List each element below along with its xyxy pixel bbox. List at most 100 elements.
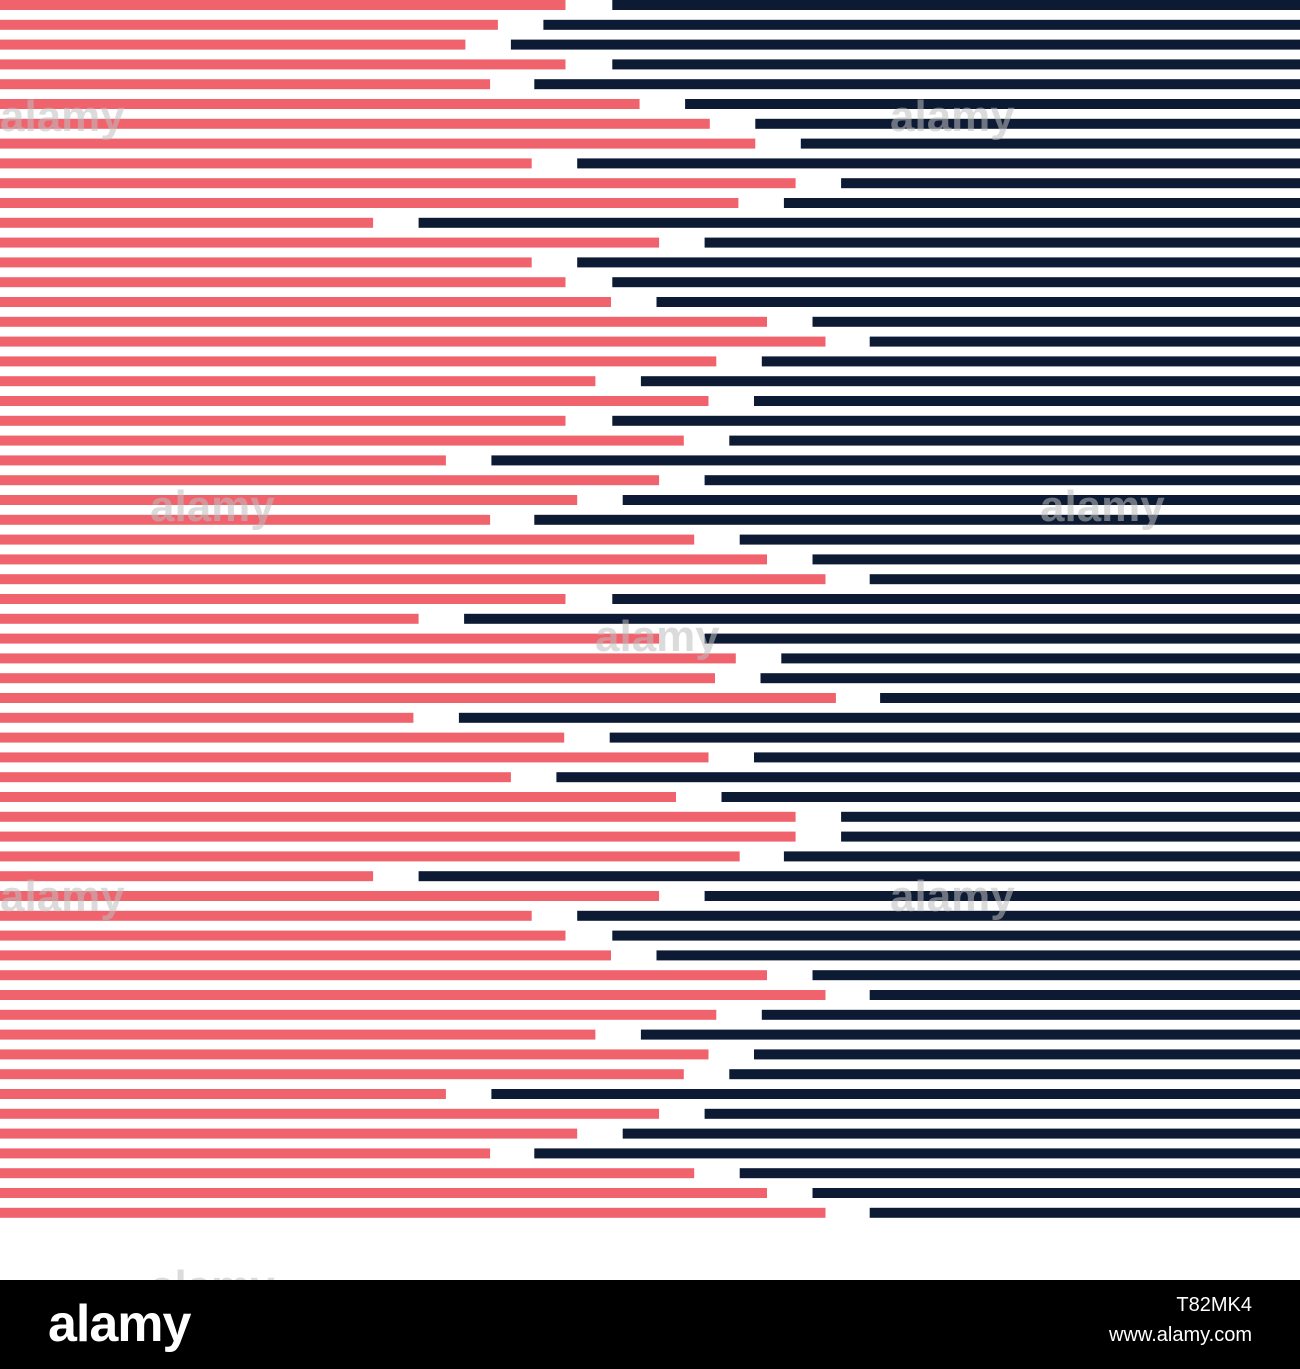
navy-stripe: [577, 257, 1300, 268]
coral-stripe: [0, 79, 491, 90]
coral-stripe: [0, 158, 532, 169]
coral-stripe: [0, 732, 565, 743]
coral-stripe: [0, 415, 566, 426]
coral-stripe: [0, 653, 736, 664]
coral-stripe: [0, 495, 578, 505]
coral-stripe: [0, 396, 709, 406]
navy-stripe: [612, 277, 1300, 288]
coral-stripe: [0, 198, 739, 208]
coral-stripe: [0, 950, 611, 961]
coral-stripe: [0, 237, 660, 248]
navy-stripe: [612, 594, 1300, 604]
navy-stripe: [534, 79, 1300, 90]
navy-stripe: [577, 910, 1300, 921]
coral-stripe: [0, 59, 566, 70]
navy-stripe: [783, 851, 1300, 862]
coral-stripe: [0, 811, 796, 822]
navy-stripe: [783, 198, 1300, 208]
coral-stripe: [0, 871, 374, 882]
coral-stripe: [0, 712, 414, 723]
navy-stripe: [458, 712, 1300, 723]
coral-stripe: [0, 673, 715, 684]
navy-stripe: [812, 554, 1300, 565]
navy-stripe: [754, 1049, 1300, 1060]
navy-stripe: [739, 534, 1300, 545]
navy-stripe: [534, 1148, 1300, 1159]
coral-stripe: [0, 554, 767, 565]
coral-stripe: [0, 1089, 446, 1099]
navy-stripe: [841, 178, 1300, 189]
coral-stripe: [0, 752, 709, 763]
coral-stripe: [0, 0, 566, 10]
coral-stripe: [0, 297, 611, 307]
stripe-artwork: alamy alamy alamy alamy alamy alamy alam…: [0, 0, 1300, 1280]
coral-stripe: [0, 891, 660, 901]
coral-stripe: [0, 1069, 684, 1080]
navy-stripe: [721, 792, 1300, 802]
coral-stripe: [0, 178, 796, 189]
navy-stripe: [761, 1009, 1300, 1020]
logo-text: alamy: [48, 1295, 191, 1353]
navy-stripe: [869, 574, 1300, 585]
coral-stripe: [0, 138, 756, 149]
navy-stripe: [704, 475, 1300, 486]
coral-stripe: [0, 39, 466, 50]
coral-stripe: [0, 217, 374, 228]
footer-bar: alamy T82MK4 www.alamy.com: [0, 1280, 1300, 1369]
navy-stripe: [685, 99, 1300, 109]
alamy-logo[interactable]: alamy: [48, 1295, 191, 1353]
coral-stripe: [0, 277, 566, 288]
coral-stripe: [0, 1207, 826, 1218]
coral-stripe: [0, 257, 532, 268]
navy-stripe: [800, 138, 1300, 149]
site-url[interactable]: www.alamy.com: [1109, 1324, 1252, 1346]
navy-stripe: [656, 950, 1300, 961]
navy-stripe: [869, 990, 1300, 1000]
coral-stripe: [0, 831, 796, 842]
coral-stripe: [0, 633, 660, 644]
navy-stripe: [418, 217, 1300, 228]
coral-stripe: [0, 613, 419, 624]
coral-stripe: [0, 1168, 695, 1179]
navy-stripe: [880, 693, 1300, 703]
navy-stripe: [622, 495, 1300, 505]
coral-stripe: [0, 1029, 596, 1040]
coral-stripe: [0, 19, 498, 30]
navy-stripe: [622, 1128, 1300, 1139]
navy-stripe: [761, 356, 1300, 367]
navy-stripe: [729, 435, 1300, 446]
navy-stripe: [704, 633, 1300, 644]
coral-stripe: [0, 376, 596, 387]
image-id: T82MK4: [1176, 1294, 1252, 1316]
navy-stripe: [464, 613, 1300, 624]
navy-stripe: [729, 1069, 1300, 1080]
navy-stripe: [612, 930, 1300, 941]
navy-stripe: [812, 1188, 1300, 1198]
coral-stripe: [0, 1108, 660, 1119]
coral-stripe: [0, 455, 446, 466]
navy-stripe: [754, 396, 1300, 406]
navy-stripe: [760, 673, 1300, 684]
navy-stripe: [704, 237, 1300, 248]
navy-stripe: [612, 59, 1300, 70]
navy-stripe: [556, 772, 1300, 783]
navy-stripe: [704, 891, 1300, 901]
navy-stripe: [491, 455, 1300, 466]
navy-stripe: [612, 415, 1300, 426]
coral-stripe: [0, 1128, 578, 1139]
coral-stripe: [0, 475, 660, 486]
coral-stripe: [0, 356, 717, 367]
navy-stripe: [612, 0, 1300, 10]
navy-stripe: [739, 1168, 1300, 1179]
navy-stripe: [640, 1029, 1300, 1040]
navy-stripe: [754, 752, 1300, 763]
coral-stripe: [0, 316, 767, 327]
coral-stripe: [0, 534, 695, 545]
navy-stripe: [543, 19, 1300, 30]
coral-stripe: [0, 336, 826, 347]
navy-stripe: [640, 376, 1300, 387]
coral-stripe: [0, 930, 566, 941]
navy-stripe: [656, 297, 1300, 307]
coral-stripe: [0, 1009, 717, 1020]
navy-stripe: [418, 871, 1300, 882]
